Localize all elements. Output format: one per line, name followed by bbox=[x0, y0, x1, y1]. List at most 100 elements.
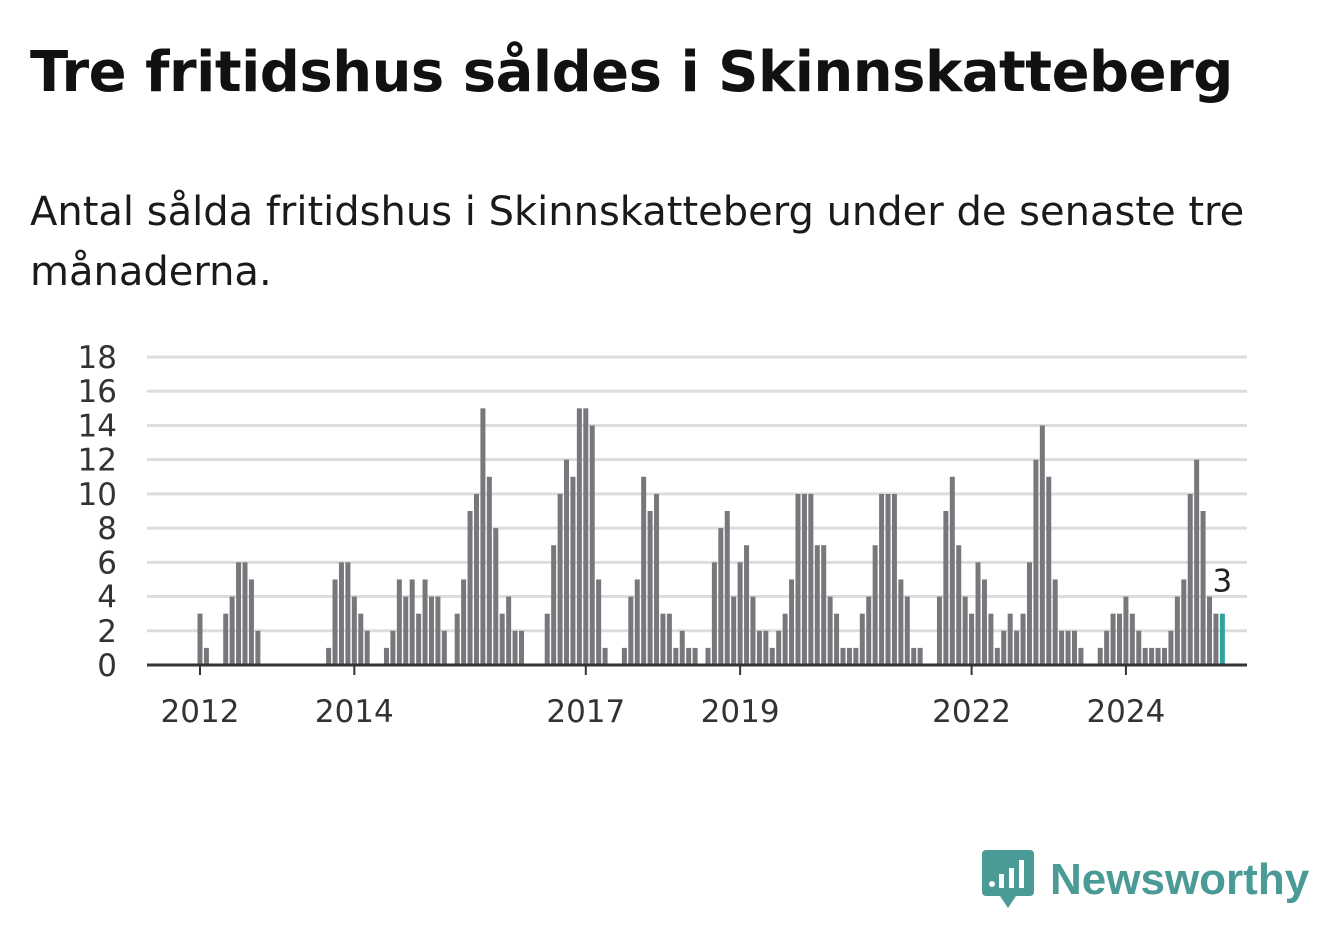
bar bbox=[1097, 647, 1103, 665]
bar bbox=[564, 459, 570, 665]
bar bbox=[827, 596, 833, 665]
x-tick-label-2022: 2022 bbox=[932, 694, 1011, 730]
bar bbox=[1046, 476, 1052, 665]
bar bbox=[679, 630, 685, 665]
bar bbox=[396, 579, 402, 665]
bar bbox=[242, 562, 248, 665]
bar bbox=[197, 613, 203, 665]
bar bbox=[1033, 459, 1039, 665]
bar bbox=[480, 408, 486, 665]
bar bbox=[1162, 647, 1167, 665]
y-tick-label-16: 16 bbox=[78, 374, 117, 410]
bar bbox=[621, 647, 627, 665]
bar bbox=[519, 630, 524, 665]
bar bbox=[338, 562, 344, 665]
chart-title: Tre fritidshus såldes i Skinnskatteberg bbox=[30, 40, 1233, 105]
bar bbox=[1078, 647, 1084, 665]
x-tick-label-2024: 2024 bbox=[1086, 694, 1165, 730]
bar bbox=[435, 596, 441, 665]
bar bbox=[763, 630, 769, 665]
bar bbox=[879, 493, 885, 665]
bar bbox=[994, 647, 1000, 665]
bar bbox=[403, 596, 409, 665]
bar bbox=[248, 579, 254, 665]
bar bbox=[383, 647, 389, 665]
bar bbox=[769, 647, 775, 665]
bar bbox=[1123, 596, 1129, 665]
bar bbox=[641, 476, 647, 665]
y-tick-label-2: 2 bbox=[97, 614, 117, 650]
bar bbox=[441, 630, 447, 665]
bar bbox=[988, 613, 994, 665]
bar bbox=[756, 630, 762, 665]
bar bbox=[705, 647, 711, 665]
bar bbox=[744, 545, 750, 665]
bar bbox=[898, 579, 904, 665]
bar bbox=[846, 647, 852, 665]
bar bbox=[589, 425, 595, 665]
bar bbox=[750, 596, 756, 665]
bar bbox=[711, 562, 717, 665]
bar bbox=[1213, 613, 1219, 665]
bar bbox=[936, 596, 942, 665]
bar bbox=[1116, 613, 1122, 665]
bar bbox=[1187, 493, 1193, 665]
y-tick-label-10: 10 bbox=[78, 477, 117, 513]
bar bbox=[1007, 613, 1013, 665]
bar bbox=[666, 613, 672, 665]
y-tick-label-14: 14 bbox=[78, 408, 117, 444]
bar bbox=[1174, 596, 1180, 665]
bar bbox=[551, 545, 557, 665]
bar bbox=[499, 613, 505, 665]
bar bbox=[634, 579, 640, 665]
bars bbox=[197, 408, 1225, 665]
bar bbox=[557, 493, 563, 665]
bar bbox=[345, 562, 351, 665]
x-tick-label-2017: 2017 bbox=[546, 694, 625, 730]
bar bbox=[570, 476, 576, 665]
bar-highlight bbox=[1219, 613, 1225, 665]
bar bbox=[834, 613, 840, 665]
bar bbox=[782, 613, 788, 665]
bar bbox=[1142, 647, 1148, 665]
bar bbox=[859, 613, 865, 665]
bar bbox=[351, 596, 357, 665]
bar bbox=[949, 476, 955, 665]
grid-lines bbox=[147, 355, 1247, 633]
y-tick-label-4: 4 bbox=[97, 580, 117, 616]
bar bbox=[654, 493, 660, 665]
bar bbox=[1129, 613, 1135, 665]
bar bbox=[1071, 630, 1077, 665]
bar bbox=[255, 630, 261, 665]
bar bbox=[1200, 511, 1206, 665]
bar bbox=[467, 511, 473, 665]
bar bbox=[1020, 613, 1026, 665]
bar bbox=[789, 579, 795, 665]
bar bbox=[416, 613, 422, 665]
bar bbox=[576, 408, 582, 665]
bar bbox=[506, 596, 512, 665]
bar bbox=[428, 596, 434, 665]
bar bbox=[1104, 630, 1110, 665]
bar bbox=[647, 511, 653, 665]
bar bbox=[891, 493, 897, 665]
bar bbox=[724, 511, 730, 665]
bar bbox=[814, 545, 820, 665]
bar bbox=[1052, 579, 1058, 665]
bar bbox=[422, 579, 428, 665]
newsworthy-logo-icon bbox=[982, 850, 1034, 908]
newsworthy-logo: Newsworthy bbox=[980, 848, 1309, 912]
bar bbox=[731, 596, 737, 665]
bar bbox=[493, 528, 499, 665]
bar bbox=[1207, 596, 1213, 665]
bar bbox=[602, 647, 608, 665]
bar bbox=[229, 596, 235, 665]
bar bbox=[1039, 425, 1045, 665]
bar bbox=[776, 630, 782, 665]
bar bbox=[486, 476, 492, 665]
bar bbox=[911, 647, 917, 665]
bar bbox=[223, 613, 229, 665]
bar bbox=[473, 493, 479, 665]
